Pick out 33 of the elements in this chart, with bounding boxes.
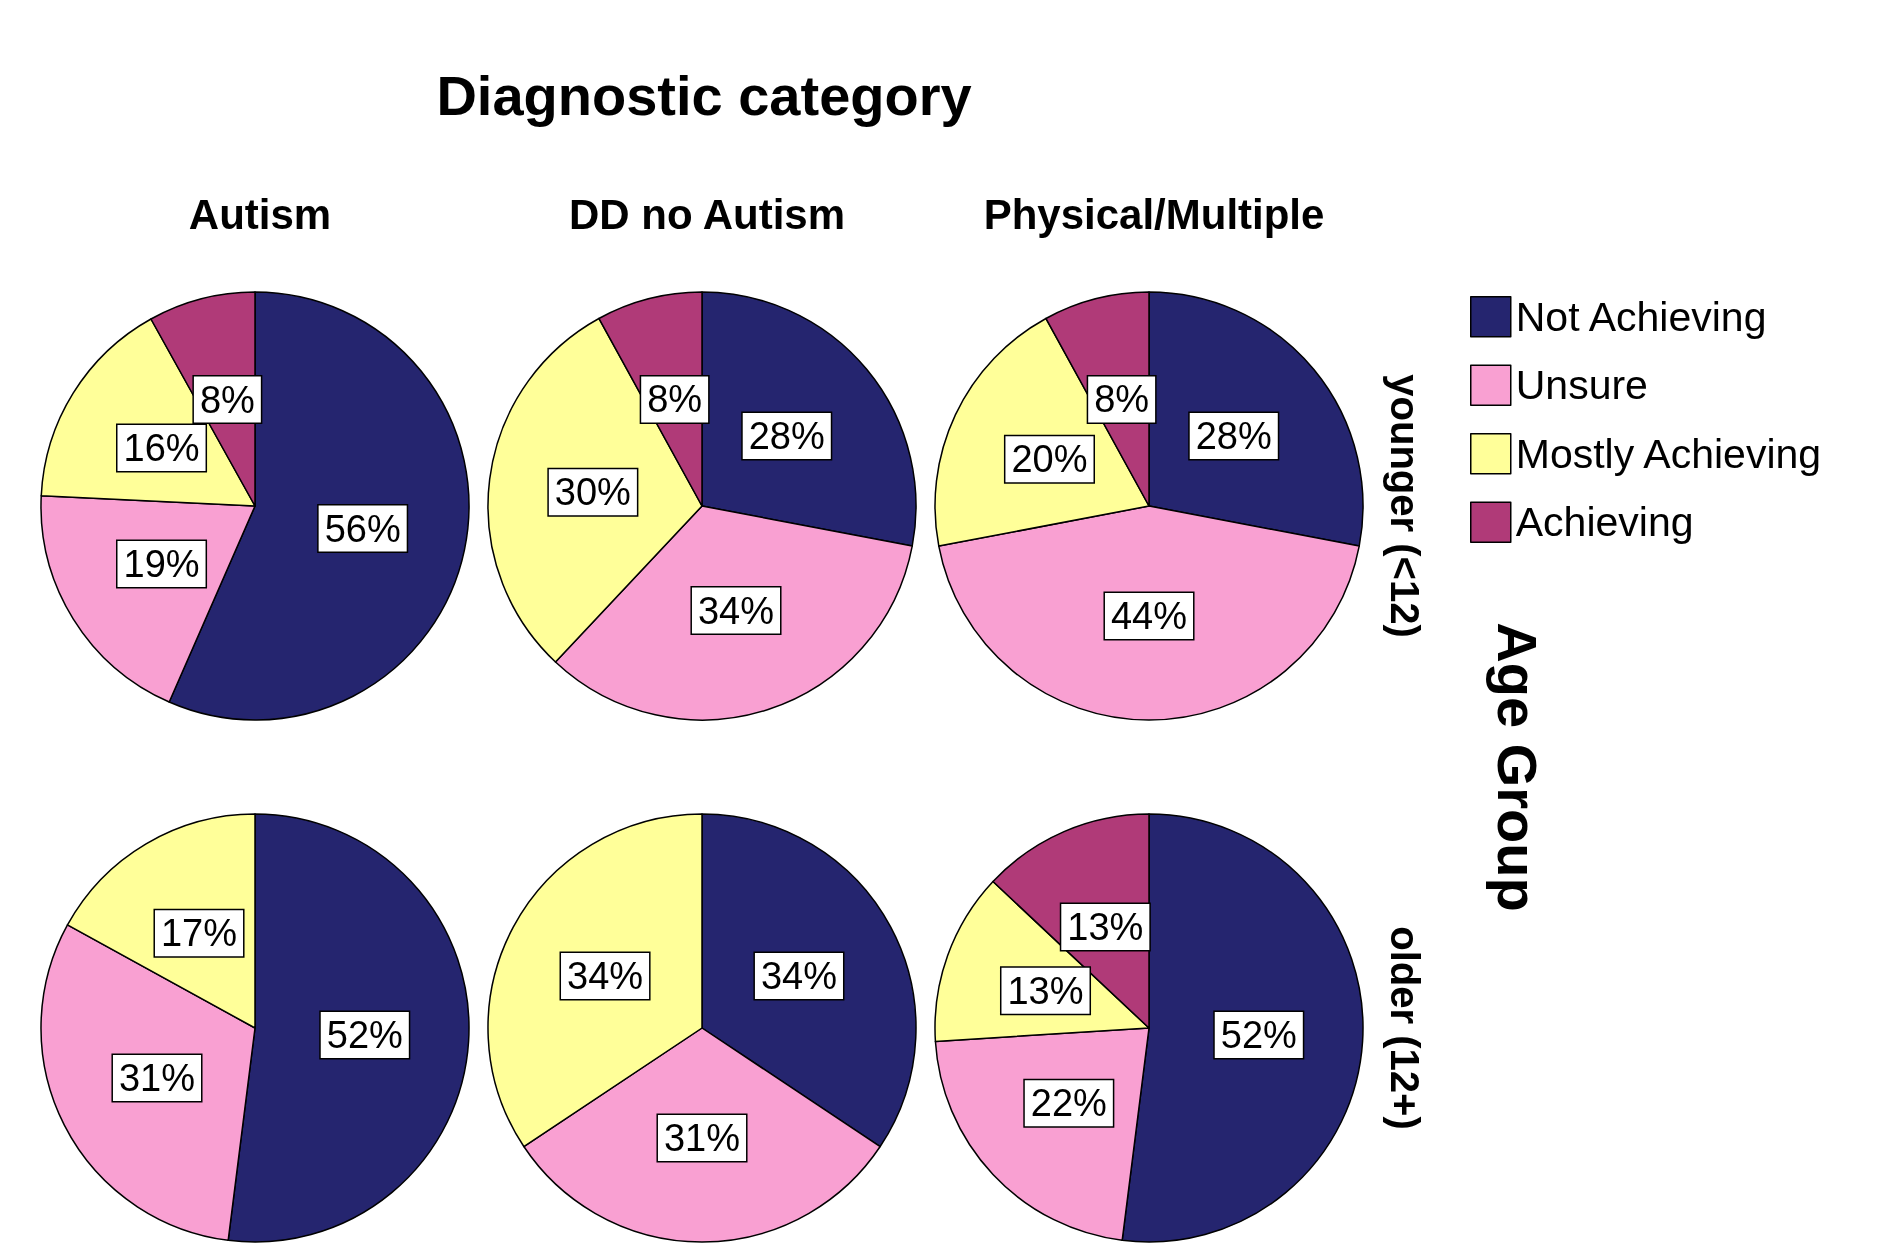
data-label: 13% (1067, 906, 1144, 949)
data-label: 56% (324, 507, 401, 550)
legend-label: Achieving (1515, 499, 1694, 546)
data-label: 20% (1011, 438, 1088, 481)
data-label: 34% (760, 955, 837, 998)
text: older (12+) (1383, 926, 1427, 1130)
data-label: 28% (1195, 414, 1272, 457)
text: Diagnostic category (436, 63, 972, 127)
data-label: 52% (1220, 1013, 1297, 1056)
data-label: 8% (199, 378, 255, 421)
chart-title: Physical/Multiple (983, 190, 1325, 238)
data-label: 34% (567, 955, 644, 998)
data-label: 13% (1007, 969, 1084, 1012)
data-label: 28% (748, 414, 825, 457)
legend-label: Mostly Achieving (1515, 430, 1822, 477)
data-label: 16% (123, 427, 200, 470)
legend-label: Not Achieving (1515, 293, 1767, 340)
chart-title: Autism (188, 190, 332, 238)
data-label: 19% (123, 542, 200, 585)
data-label: 34% (697, 589, 775, 632)
text: Age Group (1485, 622, 1549, 912)
data-label: 52% (326, 1013, 403, 1056)
data-label: 44% (1110, 595, 1188, 637)
data-label: 31% (663, 1117, 741, 1159)
data-label: 22% (1030, 1082, 1107, 1125)
data-label: 17% (160, 912, 238, 955)
data-label: 8% (647, 378, 703, 421)
data-label: 31% (118, 1056, 196, 1099)
data-label: 8% (1094, 378, 1150, 421)
chart-title: DD no Autism (568, 190, 846, 238)
data-label: 30% (554, 471, 631, 514)
legend-label: Unsure (1515, 362, 1648, 409)
text: younger (<12) (1383, 374, 1427, 638)
